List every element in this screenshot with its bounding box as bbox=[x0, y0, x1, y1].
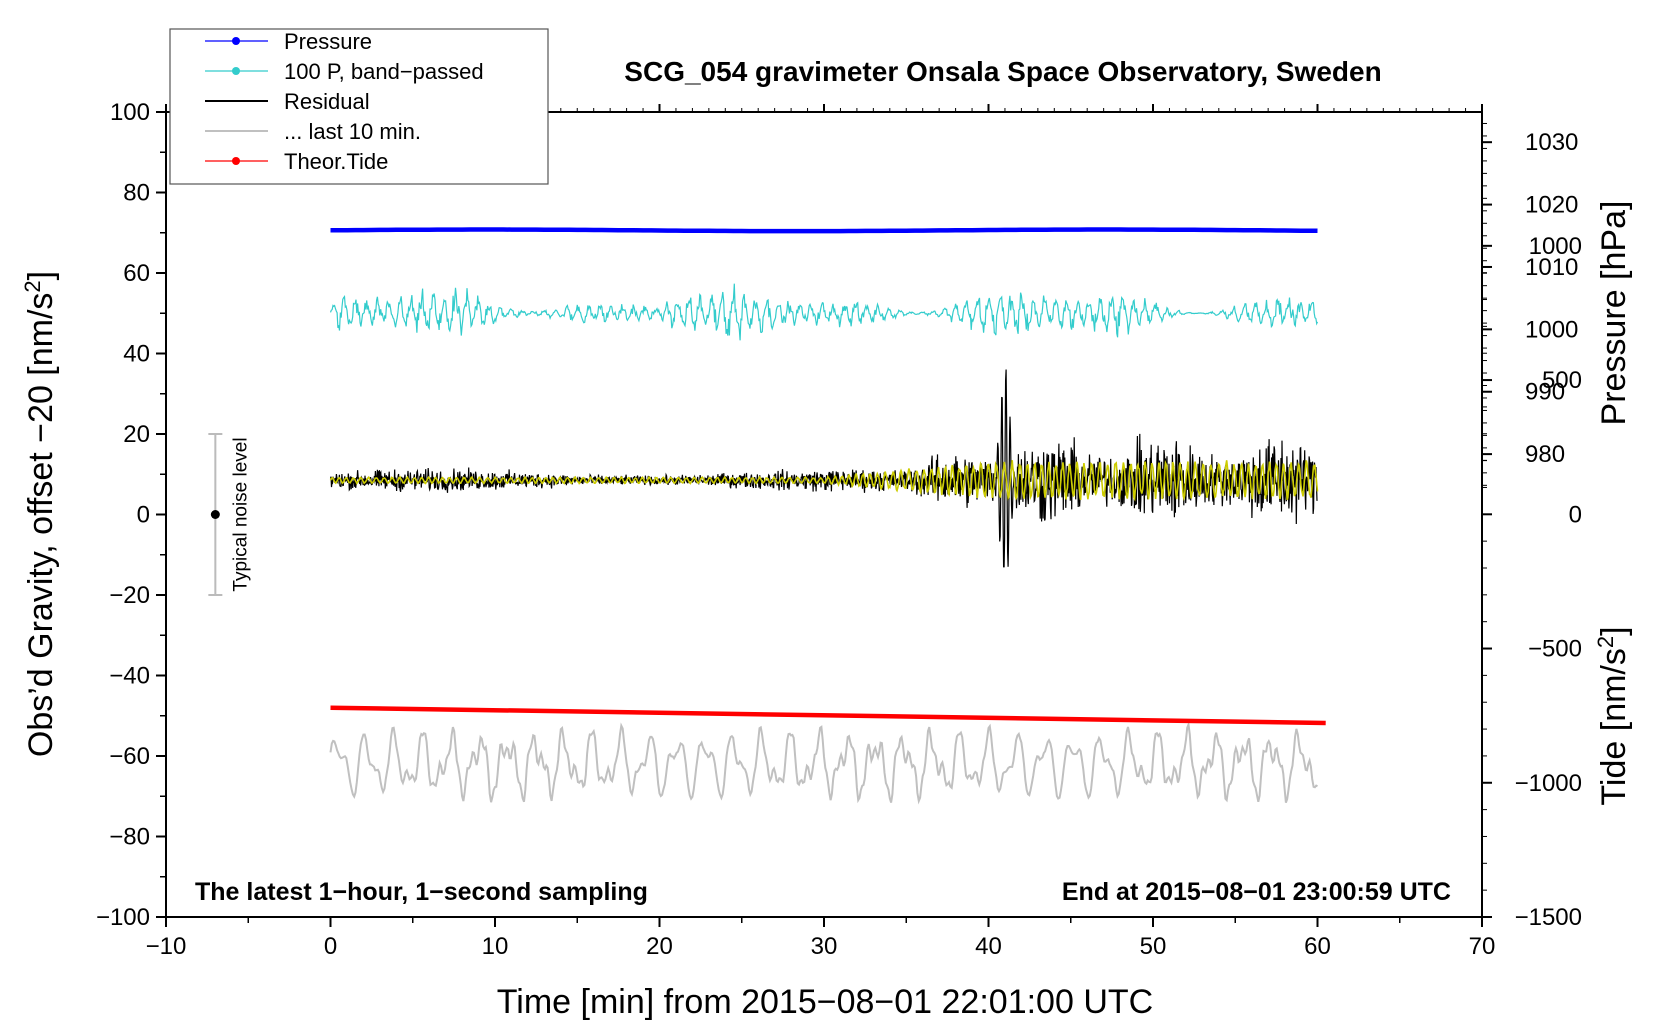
pressure-tick-label: 1000 bbox=[1525, 316, 1578, 343]
y-tick-label: −60 bbox=[109, 743, 150, 770]
x-axis-label: Time [min] from 2015−08−01 22:01:00 UTC bbox=[497, 983, 1153, 1020]
legend-label-pressure: Pressure bbox=[284, 29, 372, 54]
legend-label-theor-tide: Theor.Tide bbox=[284, 149, 388, 174]
legend-label-residual: Residual bbox=[284, 89, 370, 114]
y-axis-left-label: Obs’d Gravity, offset −20 [nm/s2] bbox=[20, 271, 61, 757]
pressure-tick-label: 1020 bbox=[1525, 192, 1578, 219]
y-axis-tide-label-main: Tide [nm/s bbox=[1595, 648, 1633, 805]
tide-tick-label: 1000 bbox=[1529, 233, 1582, 260]
series-band-passed bbox=[329, 283, 1319, 341]
y-axis-left-label-main: Obs’d Gravity, offset −20 [nm/s bbox=[22, 293, 60, 758]
noise-point bbox=[210, 510, 220, 519]
y-tick-label: 60 bbox=[123, 260, 150, 287]
y-tick-label: −40 bbox=[109, 663, 150, 690]
legend-label-band-passed: 100 P, band−passed bbox=[284, 59, 484, 84]
y-axis-tide-label-sup: 2 bbox=[1593, 636, 1618, 648]
series-layer bbox=[329, 227, 1326, 805]
x-tick-label: 10 bbox=[482, 933, 509, 960]
legend-marker-band-passed bbox=[232, 67, 240, 75]
x-tick-label: 40 bbox=[975, 933, 1002, 960]
y-tick-label: −100 bbox=[96, 904, 150, 931]
x-tick-label: 50 bbox=[1140, 933, 1167, 960]
axes-layer: −10 0 10 20 30 40 50 60 70100806040200−20−40−60−… bbox=[96, 99, 1582, 960]
y-tick-label: 0 bbox=[137, 502, 150, 529]
x-tick-label: 30 bbox=[811, 933, 838, 960]
end-time-note: End at 2015−08−01 23:00:59 UTC bbox=[1062, 878, 1451, 906]
x-tick-label: 20 bbox=[646, 933, 673, 960]
sampling-note: The latest 1−hour, 1−second sampling bbox=[195, 878, 648, 906]
y-tick-label: 100 bbox=[110, 99, 150, 126]
series-residual bbox=[329, 369, 1318, 568]
series-filtered-residual bbox=[329, 459, 1319, 502]
pressure-tick-label: 990 bbox=[1525, 379, 1565, 406]
x-tick-label: 70 bbox=[1469, 933, 1496, 960]
tide-tick-label: −1000 bbox=[1515, 770, 1582, 797]
pressure-tick-label: 980 bbox=[1525, 441, 1565, 468]
legend: Pressure 100 P, band−passed Residual ...… bbox=[169, 28, 549, 185]
y-axis-pressure-label: Pressure [hPa] bbox=[1595, 201, 1633, 426]
tide-tick-label: −1500 bbox=[1515, 904, 1582, 931]
legend-box bbox=[169, 28, 549, 185]
y-axis-tide-label-end: ] bbox=[1595, 626, 1633, 635]
legend-label-last-10-min: ... last 10 min. bbox=[284, 119, 421, 144]
x-tick-label: 0 bbox=[324, 933, 337, 960]
series-pressure bbox=[330, 227, 1318, 234]
x-tick-label: 60 bbox=[1304, 933, 1331, 960]
y-tick-label: 80 bbox=[123, 180, 150, 207]
legend-marker-theor-tide bbox=[232, 157, 240, 165]
noise-level-label: Typical noise level bbox=[230, 437, 251, 591]
y-tick-label: 40 bbox=[123, 341, 150, 368]
tide-tick-label: 0 bbox=[1569, 501, 1582, 528]
y-tick-label: −80 bbox=[109, 824, 150, 851]
series-theor-tide bbox=[330, 705, 1326, 726]
x-tick-label: −10 bbox=[146, 933, 187, 960]
noise-level-indicator bbox=[208, 433, 223, 596]
pressure-tick-label: 1010 bbox=[1525, 254, 1578, 281]
tide-tick-label: −500 bbox=[1528, 636, 1582, 663]
y-axis-left-label-end: ] bbox=[22, 271, 60, 280]
pressure-tick-label: 1030 bbox=[1525, 129, 1578, 156]
series-last-10-min bbox=[329, 720, 1318, 805]
legend-marker-pressure bbox=[232, 37, 240, 45]
chart-title: SCG_054 gravimeter Onsala Space Observat… bbox=[624, 56, 1381, 87]
y-axis-left-label-sup: 2 bbox=[20, 280, 45, 292]
y-axis-tide-label: Tide [nm/s2] bbox=[1593, 626, 1634, 805]
y-tick-label: −20 bbox=[109, 582, 150, 609]
tide-tick-label: 500 bbox=[1542, 367, 1582, 394]
y-tick-label: 20 bbox=[123, 421, 150, 448]
